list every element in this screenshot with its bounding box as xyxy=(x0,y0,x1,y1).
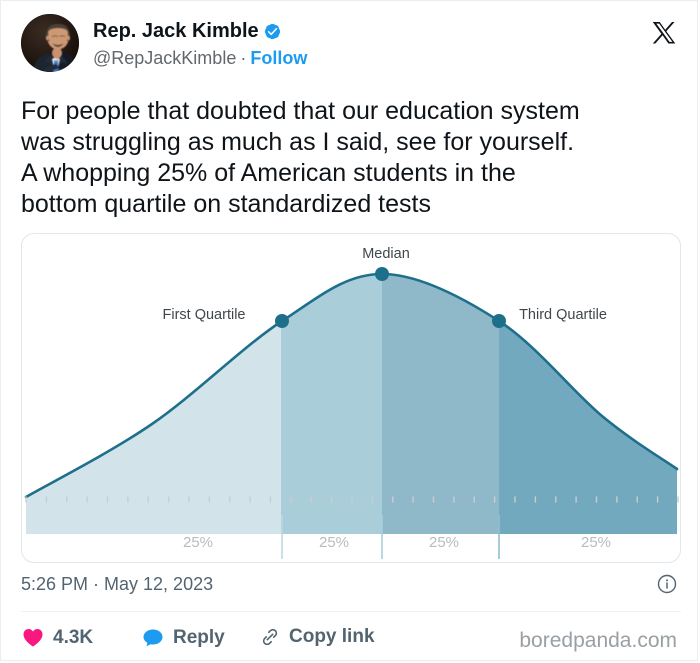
svg-text:25%: 25% xyxy=(581,534,611,551)
svg-text:Median: Median xyxy=(362,246,410,262)
svg-text:25%: 25% xyxy=(429,534,459,551)
svg-text:25%: 25% xyxy=(183,534,213,551)
svg-text:25%: 25% xyxy=(319,534,349,551)
svg-text:First Quartile: First Quartile xyxy=(163,307,246,323)
svg-text:Third Quartile: Third Quartile xyxy=(519,307,607,323)
